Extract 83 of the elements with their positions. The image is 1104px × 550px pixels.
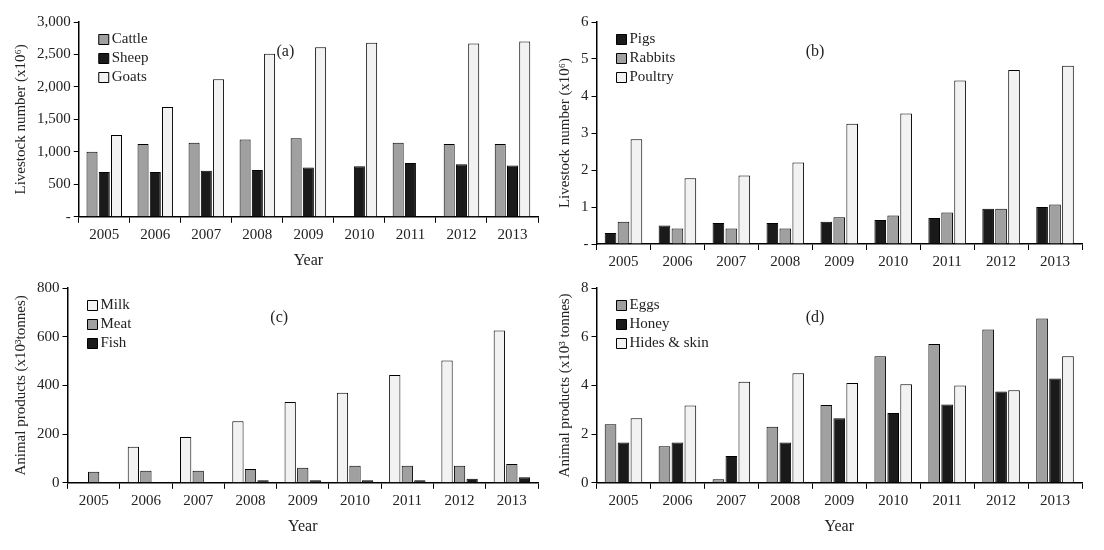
y-tick-label: 0 — [581, 473, 589, 490]
x-tick-label: 2012 — [986, 252, 1017, 269]
y-axis-title: Animal products (x10³tonnes) — [11, 295, 29, 476]
legend-label: Goats — [111, 68, 147, 85]
legend-label: Pigs — [629, 30, 656, 47]
x-tick-label: 2010 — [878, 252, 909, 269]
y-tick-label: 6 — [581, 327, 589, 344]
legend-label: Cattle — [111, 30, 148, 47]
x-tick-label: 2013 — [497, 225, 528, 242]
legend-label: Fish — [100, 334, 127, 351]
annotation: (c) — [270, 308, 289, 327]
x-tick-label: 2012 — [444, 491, 475, 508]
y-tick-label: - — [583, 234, 589, 251]
y-tick-label: 1,500 — [37, 110, 71, 127]
y-tick-label: 3 — [581, 123, 589, 140]
legend-label: Milk — [100, 296, 131, 313]
y-tick-label: 2 — [581, 160, 589, 177]
x-tick-label: 2009 — [293, 225, 324, 242]
y-tick-label: 400 — [37, 376, 60, 393]
y-tick-label: 1 — [581, 197, 589, 214]
annotation: (b) — [805, 42, 825, 61]
y-tick-label: 2,000 — [37, 77, 71, 94]
y-tick-label: 5 — [581, 49, 589, 66]
y-tick-label: 2 — [581, 425, 589, 442]
y-axis-title: Livestock number (x10⁶) — [555, 57, 573, 209]
x-tick-label: 2009 — [824, 252, 855, 269]
x-tick-label: 2005 — [78, 491, 109, 508]
x-tick-label: 2006 — [140, 225, 171, 242]
x-tick-label: 2011 — [932, 491, 962, 508]
x-tick-label: 2006 — [662, 491, 693, 508]
y-tick-label: 500 — [48, 175, 71, 192]
x-tick-label: 2013 — [1040, 252, 1071, 269]
x-tick-label: 2008 — [770, 252, 801, 269]
x-tick-label: 2005 — [89, 225, 120, 242]
y-tick-label: 2,500 — [37, 45, 71, 62]
x-tick-label: 2005 — [608, 252, 639, 269]
x-tick-label: 2012 — [986, 491, 1017, 508]
x-tick-label: 2010 — [344, 225, 375, 242]
x-tick-label: 2009 — [287, 491, 318, 508]
x-tick-label: 2011 — [395, 225, 426, 242]
y-tick-label: - — [65, 207, 71, 224]
annotation: (d) — [805, 308, 825, 327]
x-tick-label: 2007 — [716, 252, 747, 269]
legend-label: Meat — [100, 315, 133, 332]
x-tick-label: 2010 — [878, 491, 909, 508]
x-tick-label: 2007 — [191, 225, 222, 242]
y-axis-title: Livestock number (x10⁶) — [11, 44, 29, 195]
x-tick-label: 2013 — [1040, 491, 1071, 508]
y-tick-label: 1,000 — [37, 142, 71, 159]
annotation: (a) — [276, 42, 295, 61]
x-tick-label: 2005 — [608, 491, 639, 508]
y-tick-label: 200 — [37, 425, 60, 442]
y-tick-label: 4 — [581, 376, 589, 393]
x-tick-label: 2013 — [496, 491, 527, 508]
y-tick-label: 800 — [37, 278, 60, 295]
x-tick-label: 2008 — [770, 491, 801, 508]
x-tick-label: 2008 — [242, 225, 273, 242]
x-tick-label: 2007 — [716, 491, 747, 508]
y-tick-label: 3,000 — [37, 12, 71, 29]
legend-label: Eggs — [629, 296, 660, 313]
y-tick-label: 8 — [581, 278, 589, 295]
x-axis-title: Year — [293, 250, 324, 268]
y-tick-label: 600 — [37, 327, 60, 344]
y-tick-label: 6 — [581, 12, 589, 29]
legend-label: Hides & skin — [629, 334, 710, 351]
x-tick-label: 2006 — [130, 491, 162, 508]
legend-label: Rabbits — [629, 49, 676, 66]
legend-label: Honey — [629, 315, 670, 332]
x-tick-label: 2011 — [392, 491, 423, 508]
x-tick-label: 2010 — [340, 491, 371, 508]
x-tick-label: 2011 — [932, 252, 962, 269]
x-axis-title: Year — [288, 516, 319, 534]
x-tick-label: 2006 — [662, 252, 693, 269]
x-tick-label: 2009 — [824, 491, 855, 508]
x-tick-label: 2007 — [183, 491, 214, 508]
legend-label: Sheep — [111, 49, 149, 66]
y-axis-title: Animal products (x10³ tonnes) — [555, 293, 573, 478]
x-tick-label: 2012 — [446, 225, 477, 242]
y-tick-label: 0 — [52, 473, 60, 490]
x-axis-title: Year — [824, 516, 855, 534]
x-tick-label: 2008 — [235, 491, 266, 508]
legend-label: Poultry — [629, 68, 675, 85]
y-tick-label: 4 — [581, 86, 589, 103]
